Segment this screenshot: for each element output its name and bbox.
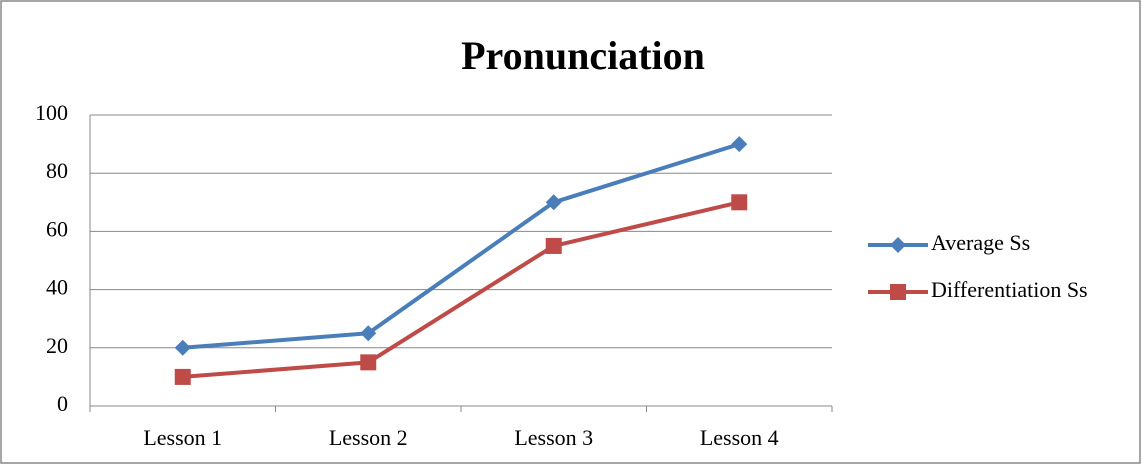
y-tick-label: 20 xyxy=(46,333,68,358)
data-point xyxy=(731,194,748,211)
y-tick-label: 60 xyxy=(46,216,68,241)
x-tick-label: Lesson 4 xyxy=(700,425,779,450)
x-tick-label: Lesson 1 xyxy=(143,425,222,450)
y-tick-label: 100 xyxy=(35,100,68,125)
y-tick-label: 80 xyxy=(46,158,68,183)
legend-label: Average Ss xyxy=(931,230,1030,255)
data-point xyxy=(545,237,562,254)
legend-label: Differentiation Ss xyxy=(931,277,1088,302)
data-point xyxy=(174,368,191,385)
series-line xyxy=(182,142,740,350)
data-point xyxy=(545,194,562,211)
x-tick-label: Lesson 3 xyxy=(514,425,593,450)
series-line xyxy=(182,200,740,379)
x-tick-label: Lesson 2 xyxy=(329,425,408,450)
data-point xyxy=(360,325,377,342)
data-point xyxy=(174,339,191,356)
data-point xyxy=(731,136,748,153)
chart-title: Pronunciation xyxy=(461,33,705,78)
y-tick-label: 0 xyxy=(57,391,68,416)
legend-marker xyxy=(890,284,906,300)
legend-marker xyxy=(890,237,906,253)
y-tick-label: 40 xyxy=(46,275,68,300)
data-point xyxy=(360,354,377,371)
